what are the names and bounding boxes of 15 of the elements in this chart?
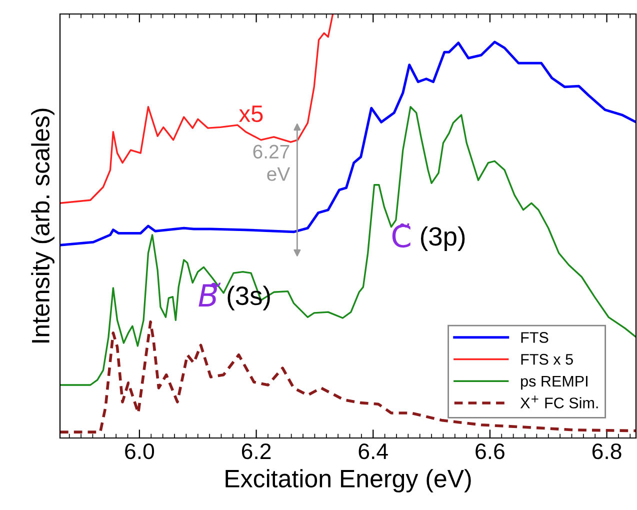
annotation: B̃ (3s) xyxy=(198,282,270,310)
annotation: 6.27 eV xyxy=(253,144,290,181)
y-axis-title: Intensity (arb. scales) xyxy=(31,108,54,342)
x-tick-label: 6.0 xyxy=(125,443,154,460)
legend-label: X$^{+}$ FC Sim. xyxy=(520,396,598,408)
x-tick-label: 6.8 xyxy=(592,443,622,460)
legend-label: FTS xyxy=(521,332,548,343)
legend-label: ps REMPI xyxy=(521,376,588,390)
x-tick-label: 6.2 xyxy=(242,443,271,460)
x-tick-label: 6.4 xyxy=(358,443,388,460)
x-axis-title: Excitation Energy (eV) xyxy=(226,469,471,492)
annotation: x5 xyxy=(239,106,263,122)
annotation: C̃ (3p) xyxy=(392,223,465,252)
x-tick-label: 6.6 xyxy=(476,443,504,460)
legend-label: FTS x 5 xyxy=(521,354,573,365)
